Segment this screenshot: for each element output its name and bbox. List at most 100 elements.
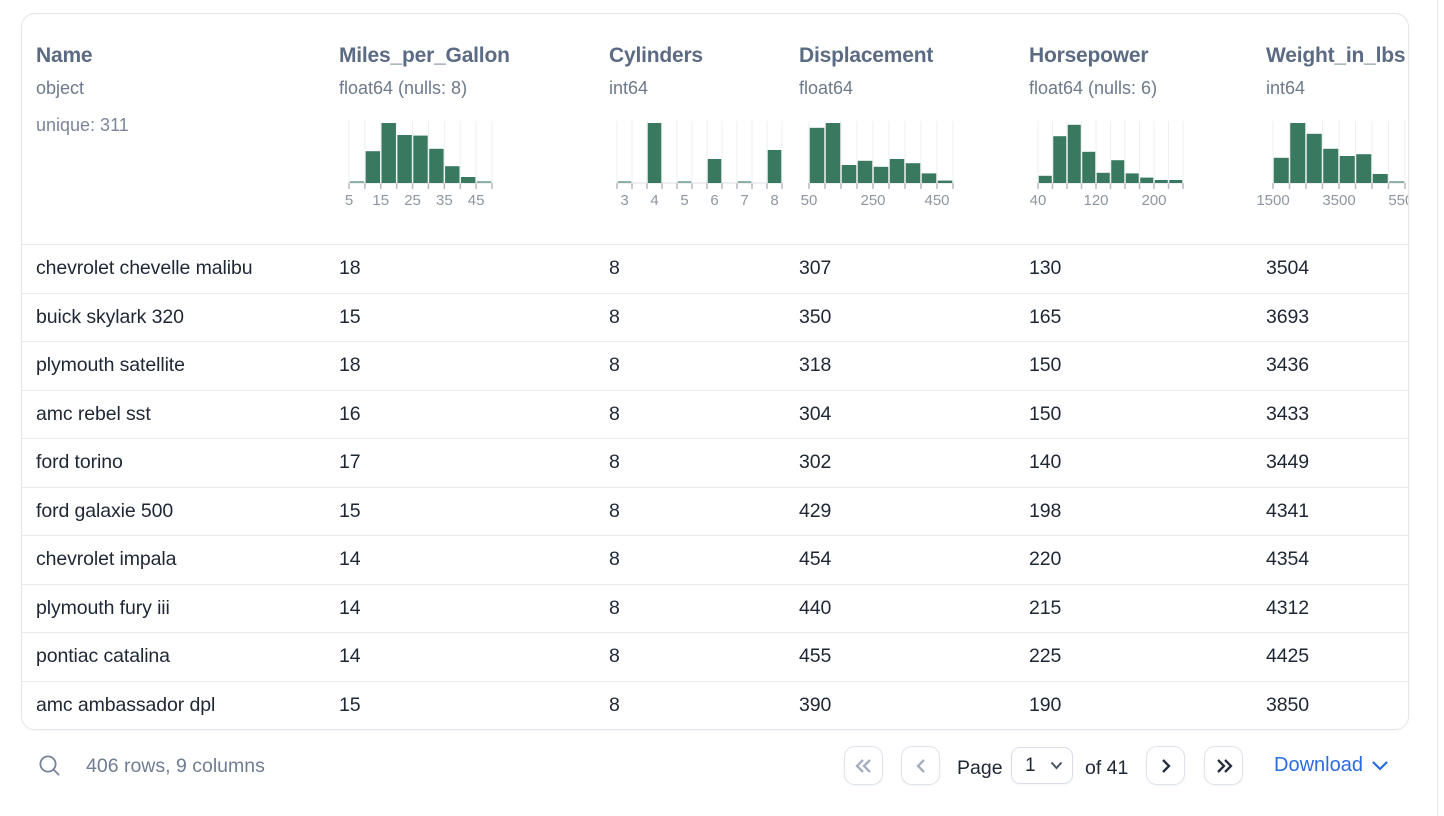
next-page-button[interactable] (1146, 746, 1185, 785)
svg-text:40: 40 (1030, 192, 1047, 209)
cell-Miles_per_Gallon: 18 (339, 354, 361, 377)
cell-Displacement: 440 (799, 596, 832, 619)
cell-Displacement: 307 (799, 257, 832, 280)
cell-Weight_in_lbs: 3433 (1266, 402, 1309, 425)
cell-Cylinders: 8 (609, 402, 620, 425)
histogram-Miles_per_Gallon: 5 15 25 35 45 (345, 121, 493, 209)
prev-page-button[interactable] (901, 746, 940, 785)
cell-Cylinders: 8 (609, 596, 620, 619)
table-row[interactable]: chevrolet impala 14 8 454 220 4354 (22, 535, 1408, 584)
cell-Miles_per_Gallon: 17 (339, 451, 361, 474)
cell-Horsepower: 225 (1029, 645, 1062, 668)
cell-Horsepower: 130 (1029, 257, 1062, 280)
cell-Weight_in_lbs: 3436 (1266, 354, 1309, 377)
column-header-Weight_in_lbs: Weight_in_lbs int64 (1266, 43, 1406, 99)
table-row[interactable]: pontiac catalina 14 8 455 225 4425 (22, 632, 1408, 681)
download-button[interactable]: Download (1274, 754, 1388, 777)
histogram-Horsepower: 40 120 200 (1030, 121, 1184, 209)
cell-Miles_per_Gallon: 15 (339, 693, 361, 716)
cell-Horsepower: 215 (1029, 596, 1062, 619)
svg-text:50: 50 (801, 192, 818, 209)
svg-text:6: 6 (710, 192, 718, 209)
cell-Displacement: 429 (799, 499, 832, 522)
cell-Horsepower: 150 (1029, 354, 1062, 377)
cell-Name: plymouth fury iii (36, 596, 170, 619)
table-row[interactable]: plymouth fury iii 14 8 440 215 4312 (22, 583, 1408, 632)
cell-Displacement: 455 (799, 645, 832, 668)
cell-Cylinders: 8 (609, 499, 620, 522)
cell-Weight_in_lbs: 4341 (1266, 499, 1309, 522)
column-unique-count: unique: 311 (36, 115, 129, 135)
svg-text:45: 45 (468, 192, 485, 209)
cell-Cylinders: 8 (609, 451, 620, 474)
column-header-Horsepower: Horsepower float64 (nulls: 6) (1029, 43, 1157, 99)
column-title: Displacement (799, 44, 934, 67)
column-dtype: float64 (799, 78, 854, 98)
svg-text:5500: 5500 (1388, 192, 1409, 209)
first-page-button[interactable] (844, 746, 883, 785)
table-row[interactable]: amc rebel sst 16 8 304 150 3433 (22, 389, 1408, 438)
cell-Name: amc rebel sst (36, 402, 151, 425)
page-select-value: 1 (1025, 754, 1036, 776)
svg-text:4: 4 (650, 192, 658, 209)
cell-Horsepower: 150 (1029, 402, 1062, 425)
cell-Horsepower: 140 (1029, 451, 1062, 474)
svg-text:3500: 3500 (1322, 192, 1355, 209)
page-select[interactable]: 1 (1011, 747, 1073, 784)
cell-Weight_in_lbs: 3693 (1266, 305, 1309, 328)
chevrons-left-icon (854, 758, 871, 773)
cell-Weight_in_lbs: 3850 (1266, 693, 1309, 716)
svg-text:3: 3 (620, 192, 628, 209)
column-header-Displacement: Displacement float64 (799, 43, 933, 99)
table-row[interactable]: ford galaxie 500 15 8 429 198 4341 (22, 486, 1408, 535)
table-row[interactable]: ford torino 17 8 302 140 3449 (22, 438, 1408, 487)
cell-Displacement: 318 (799, 354, 832, 377)
page-label: Page (957, 757, 1003, 779)
cell-Cylinders: 8 (609, 693, 620, 716)
column-header-Miles_per_Gallon: Miles_per_Gallon float64 (nulls: 8) (339, 43, 510, 99)
cell-Name: pontiac catalina (36, 645, 170, 668)
cell-Horsepower: 198 (1029, 499, 1062, 522)
search-button[interactable] (30, 746, 70, 786)
column-title: Miles_per_Gallon (339, 44, 510, 67)
cell-Name: plymouth satellite (36, 354, 185, 377)
column-dtype: int64 (1266, 78, 1306, 98)
table-row[interactable]: amc ambassador dpl 15 8 390 190 3850 (22, 680, 1408, 729)
cell-Miles_per_Gallon: 14 (339, 645, 361, 668)
cell-Displacement: 302 (799, 451, 832, 474)
cell-Cylinders: 8 (609, 645, 620, 668)
histogram-Weight_in_lbs: 1500 3500 5500 (1256, 121, 1409, 209)
cell-Displacement: 390 (799, 693, 832, 716)
table-row[interactable]: buick skylark 320 15 8 350 165 3693 (22, 292, 1408, 341)
cell-Cylinders: 8 (609, 305, 620, 328)
column-header-Name: Name object unique: 311 (36, 43, 129, 136)
column-title: Name (36, 44, 93, 67)
svg-text:25: 25 (404, 192, 421, 209)
svg-text:450: 450 (924, 192, 949, 209)
svg-text:15: 15 (372, 192, 389, 209)
table-row[interactable]: plymouth satellite 18 8 318 150 3436 (22, 341, 1408, 390)
column-dtype: float64 (nulls: 6) (1029, 78, 1158, 98)
cell-Miles_per_Gallon: 15 (339, 499, 361, 522)
column-title: Cylinders (609, 44, 703, 67)
table-body: chevrolet chevelle malibu 18 8 307 130 3504 bu… (22, 244, 1408, 729)
cell-Name: amc ambassador dpl (36, 693, 216, 716)
dataframe-card: Name object unique: 311 Miles_per_Gallon flo… (21, 13, 1409, 730)
last-page-button[interactable] (1204, 746, 1243, 785)
column-dtype: object (36, 78, 85, 98)
chevrons-right-icon (1216, 758, 1233, 773)
cell-Name: ford torino (36, 451, 123, 474)
cell-Miles_per_Gallon: 14 (339, 596, 361, 619)
panel-edge-divider (1437, 0, 1438, 816)
histogram-Cylinders: 3 4 5 6 7 8 (616, 121, 783, 209)
svg-text:250: 250 (860, 192, 885, 209)
cell-Miles_per_Gallon: 14 (339, 548, 361, 571)
cell-Name: chevrolet impala (36, 548, 177, 571)
table-row[interactable]: chevrolet chevelle malibu 18 8 307 130 3504 (22, 244, 1408, 293)
chevron-right-icon (1161, 758, 1171, 773)
cell-Cylinders: 8 (609, 257, 620, 280)
cell-Miles_per_Gallon: 18 (339, 257, 361, 280)
cell-Miles_per_Gallon: 15 (339, 305, 361, 328)
page-total-label: of 41 (1085, 757, 1129, 779)
column-title: Horsepower (1029, 44, 1149, 67)
